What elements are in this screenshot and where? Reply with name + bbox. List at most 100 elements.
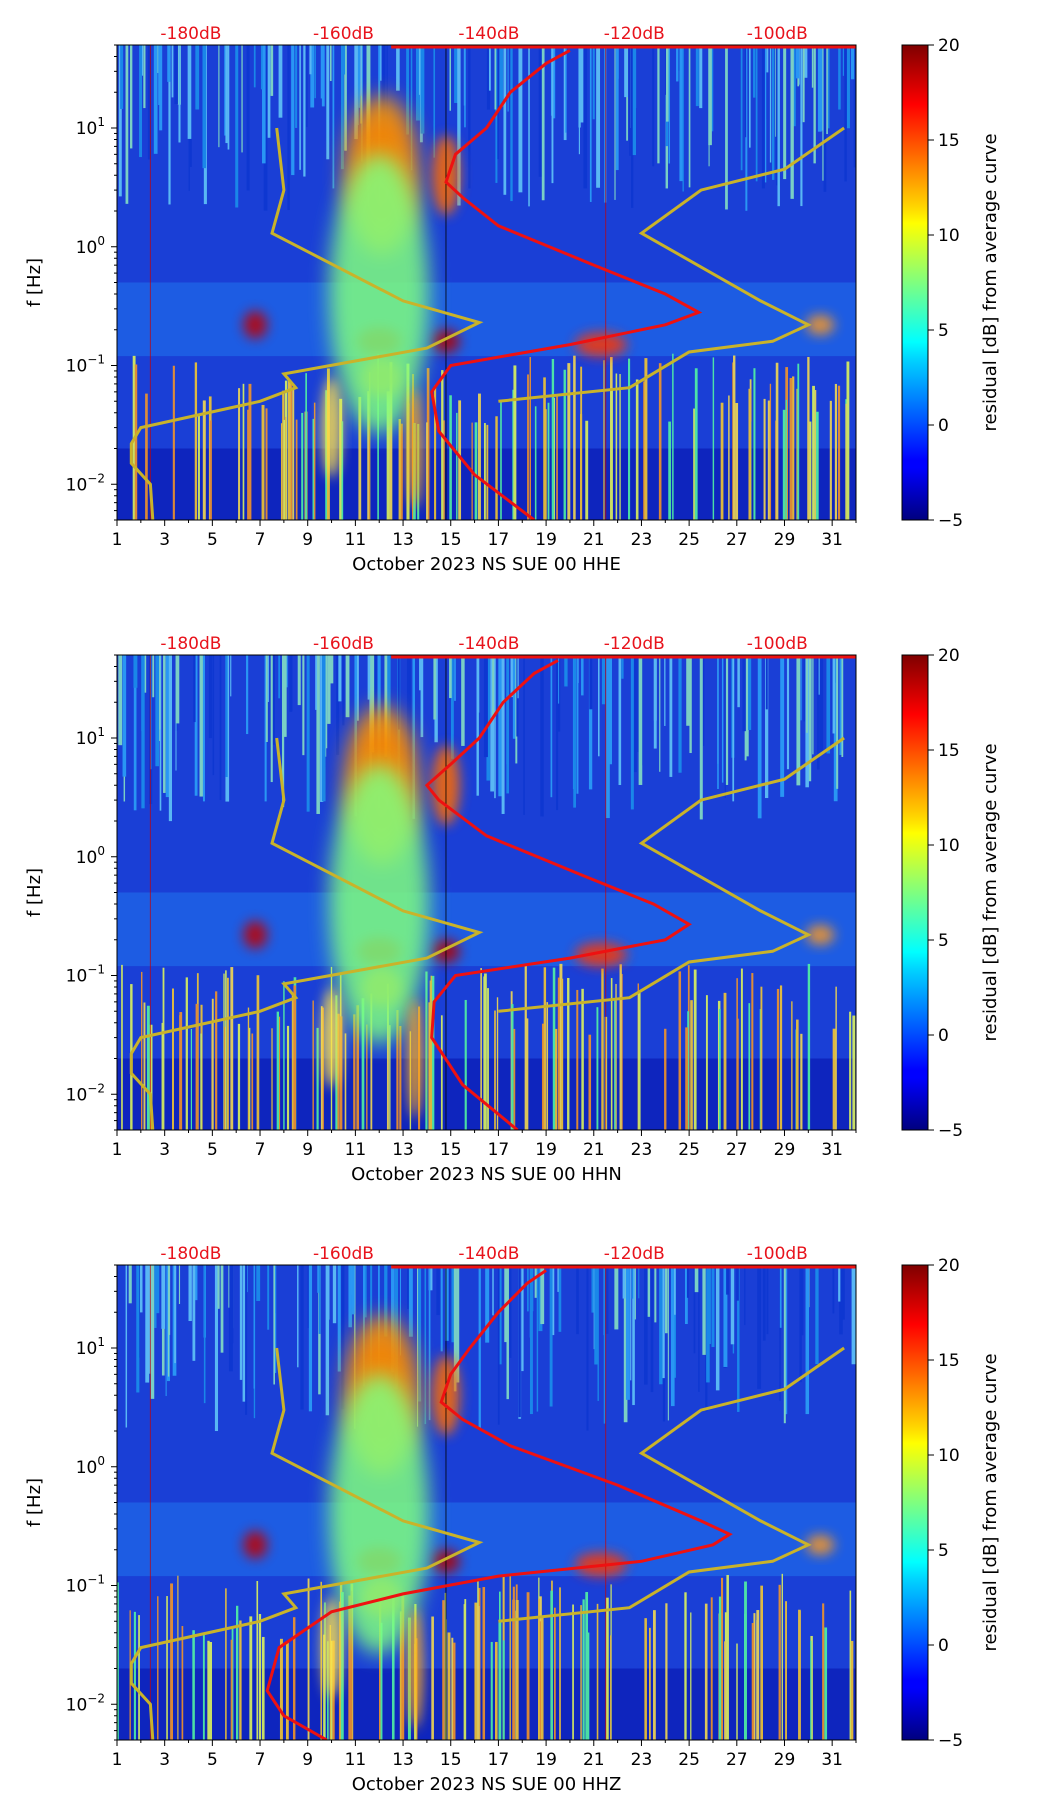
event-blob-10 xyxy=(329,1374,430,1655)
top-db-label: -160dB xyxy=(313,1244,374,1264)
microseism-band xyxy=(117,892,856,967)
x-tick-label: 13 xyxy=(392,530,414,550)
reference-curve xyxy=(498,126,845,403)
event-blob-7 xyxy=(243,1530,268,1559)
x-tick-label: 15 xyxy=(440,1140,462,1160)
spectrogram-panel-1: 1 3 5 7 9 11 13 15 17 19 21 23 25 27 29 3110−210−110010… xyxy=(24,24,1001,575)
top-db-label: -180dB xyxy=(160,1244,221,1264)
x-tick-label: 25 xyxy=(678,1750,700,1770)
colorbar-tick-label: 5 xyxy=(938,1541,949,1561)
x-tick-label: 11 xyxy=(345,1750,367,1770)
x-tick-label: 9 xyxy=(302,1750,313,1770)
top-db-label: -180dB xyxy=(160,24,221,44)
x-axis-label: October 2023 NS SUE 00 HHN xyxy=(351,1164,622,1185)
y-axis-label: f [Hz] xyxy=(24,1478,45,1527)
x-tick-label: 13 xyxy=(392,1750,414,1770)
top-db-label: -140dB xyxy=(458,24,519,44)
top-db-label: -160dB xyxy=(313,24,374,44)
event-blob-8 xyxy=(574,332,627,357)
top-db-label: -120dB xyxy=(604,24,665,44)
x-tick-label: 27 xyxy=(726,1140,748,1160)
x-tick-label: 23 xyxy=(631,1750,653,1770)
colorbar-tick-label: 10 xyxy=(938,836,960,856)
x-tick-label: 7 xyxy=(255,530,266,550)
average-curve xyxy=(430,49,703,520)
event-blob-9 xyxy=(806,924,835,945)
colorbar-tick-label: 10 xyxy=(938,1446,960,1466)
x-tick-label: 21 xyxy=(583,1140,605,1160)
event-blob-9 xyxy=(806,1534,835,1555)
event-blob-11 xyxy=(321,377,342,478)
spectrogram-panel-2: 1 3 5 7 9 11 13 15 17 19 21 23 25 27 29 3110−210−110010… xyxy=(24,634,1001,1185)
colorbar-tick-label: 10 xyxy=(938,226,960,246)
x-tick-label: 31 xyxy=(821,1750,843,1770)
y-tick-label: 10−1 xyxy=(66,1573,105,1597)
colorbar-tick-label: 5 xyxy=(938,321,949,341)
x-tick-label: 27 xyxy=(726,1750,748,1770)
x-tick-label: 21 xyxy=(583,1750,605,1770)
y-tick-label: 100 xyxy=(76,1454,105,1478)
top-db-label: -100dB xyxy=(747,24,808,44)
colorbar-tick-label: 20 xyxy=(938,36,960,56)
x-axis-label: October 2023 NS SUE 00 HHE xyxy=(352,554,621,575)
top-db-label: -100dB xyxy=(747,1244,808,1264)
top-db-label: -140dB xyxy=(458,1244,519,1264)
x-tick-label: 19 xyxy=(535,530,557,550)
colorbar-tick-label: −5 xyxy=(938,511,963,531)
spectrogram-panel-3: 1 3 5 7 9 11 13 15 17 19 21 23 25 27 29 3110−210−110010… xyxy=(24,1244,1001,1795)
reference-curve xyxy=(498,736,845,1013)
x-tick-label: 3 xyxy=(159,1750,170,1770)
colorbar-gradient xyxy=(901,1264,929,1741)
colorbar-gradient xyxy=(901,44,929,521)
x-tick-label: 15 xyxy=(440,1750,462,1770)
noise-model-curve xyxy=(129,1347,484,1740)
event-blob-11 xyxy=(321,987,342,1088)
x-tick-label: 17 xyxy=(488,530,510,550)
x-tick-label: 31 xyxy=(821,1140,843,1160)
x-tick-label: 7 xyxy=(255,1140,266,1160)
x-tick-label: 9 xyxy=(302,1140,313,1160)
colorbar-tick-label: −5 xyxy=(938,1731,963,1751)
x-tick-label: 5 xyxy=(207,1140,218,1160)
x-tick-label: 17 xyxy=(488,1750,510,1770)
y-axis-label: f [Hz] xyxy=(24,258,45,307)
event-blob-10 xyxy=(329,764,430,1045)
x-tick-label: 23 xyxy=(631,530,653,550)
top-db-label: -120dB xyxy=(604,634,665,654)
event-blob-7 xyxy=(243,920,268,949)
reference-curve xyxy=(498,1346,845,1623)
x-tick-label: 1 xyxy=(112,530,123,550)
x-tick-label: 11 xyxy=(345,1140,367,1160)
colorbar-tick-label: 0 xyxy=(938,416,949,436)
y-tick-label: 10−1 xyxy=(66,353,105,377)
event-blob-11 xyxy=(321,1597,342,1698)
colorbar-tick-label: 0 xyxy=(938,1026,949,1046)
plot-area xyxy=(117,1265,856,1740)
x-tick-label: 23 xyxy=(631,1140,653,1160)
colorbar-label: residual [dB] from average curve xyxy=(980,1353,1001,1651)
x-tick-label: 27 xyxy=(726,530,748,550)
colorbar-tick-label: 15 xyxy=(938,131,960,151)
top-db-label: -180dB xyxy=(160,634,221,654)
y-tick-label: 10−2 xyxy=(66,1081,105,1105)
colorbar-tick-label: −5 xyxy=(938,1121,963,1141)
colorbar-tick-label: 5 xyxy=(938,931,949,951)
x-tick-label: 3 xyxy=(159,1140,170,1160)
x-tick-label: 19 xyxy=(535,1750,557,1770)
low-frequency-spikes xyxy=(132,353,850,520)
high-frequency-streaks xyxy=(125,1265,856,1432)
colorbar-label: residual [dB] from average curve xyxy=(980,743,1001,1041)
noise-model-curve xyxy=(129,737,484,1130)
x-tick-label: 15 xyxy=(440,530,462,550)
top-db-label: -100dB xyxy=(747,634,808,654)
colorbar-gradient xyxy=(901,654,929,1131)
colorbar-tick-label: 15 xyxy=(938,1351,960,1371)
event-blob-12 xyxy=(406,1608,423,1729)
x-tick-label: 29 xyxy=(774,530,796,550)
noise-model-curve xyxy=(129,127,484,520)
colorbar-tick-label: 20 xyxy=(938,1256,960,1276)
colorbar-tick-label: 20 xyxy=(938,646,960,666)
event-blob-9 xyxy=(806,314,835,335)
x-tick-label: 7 xyxy=(255,1750,266,1770)
event-blob-7 xyxy=(243,310,268,339)
